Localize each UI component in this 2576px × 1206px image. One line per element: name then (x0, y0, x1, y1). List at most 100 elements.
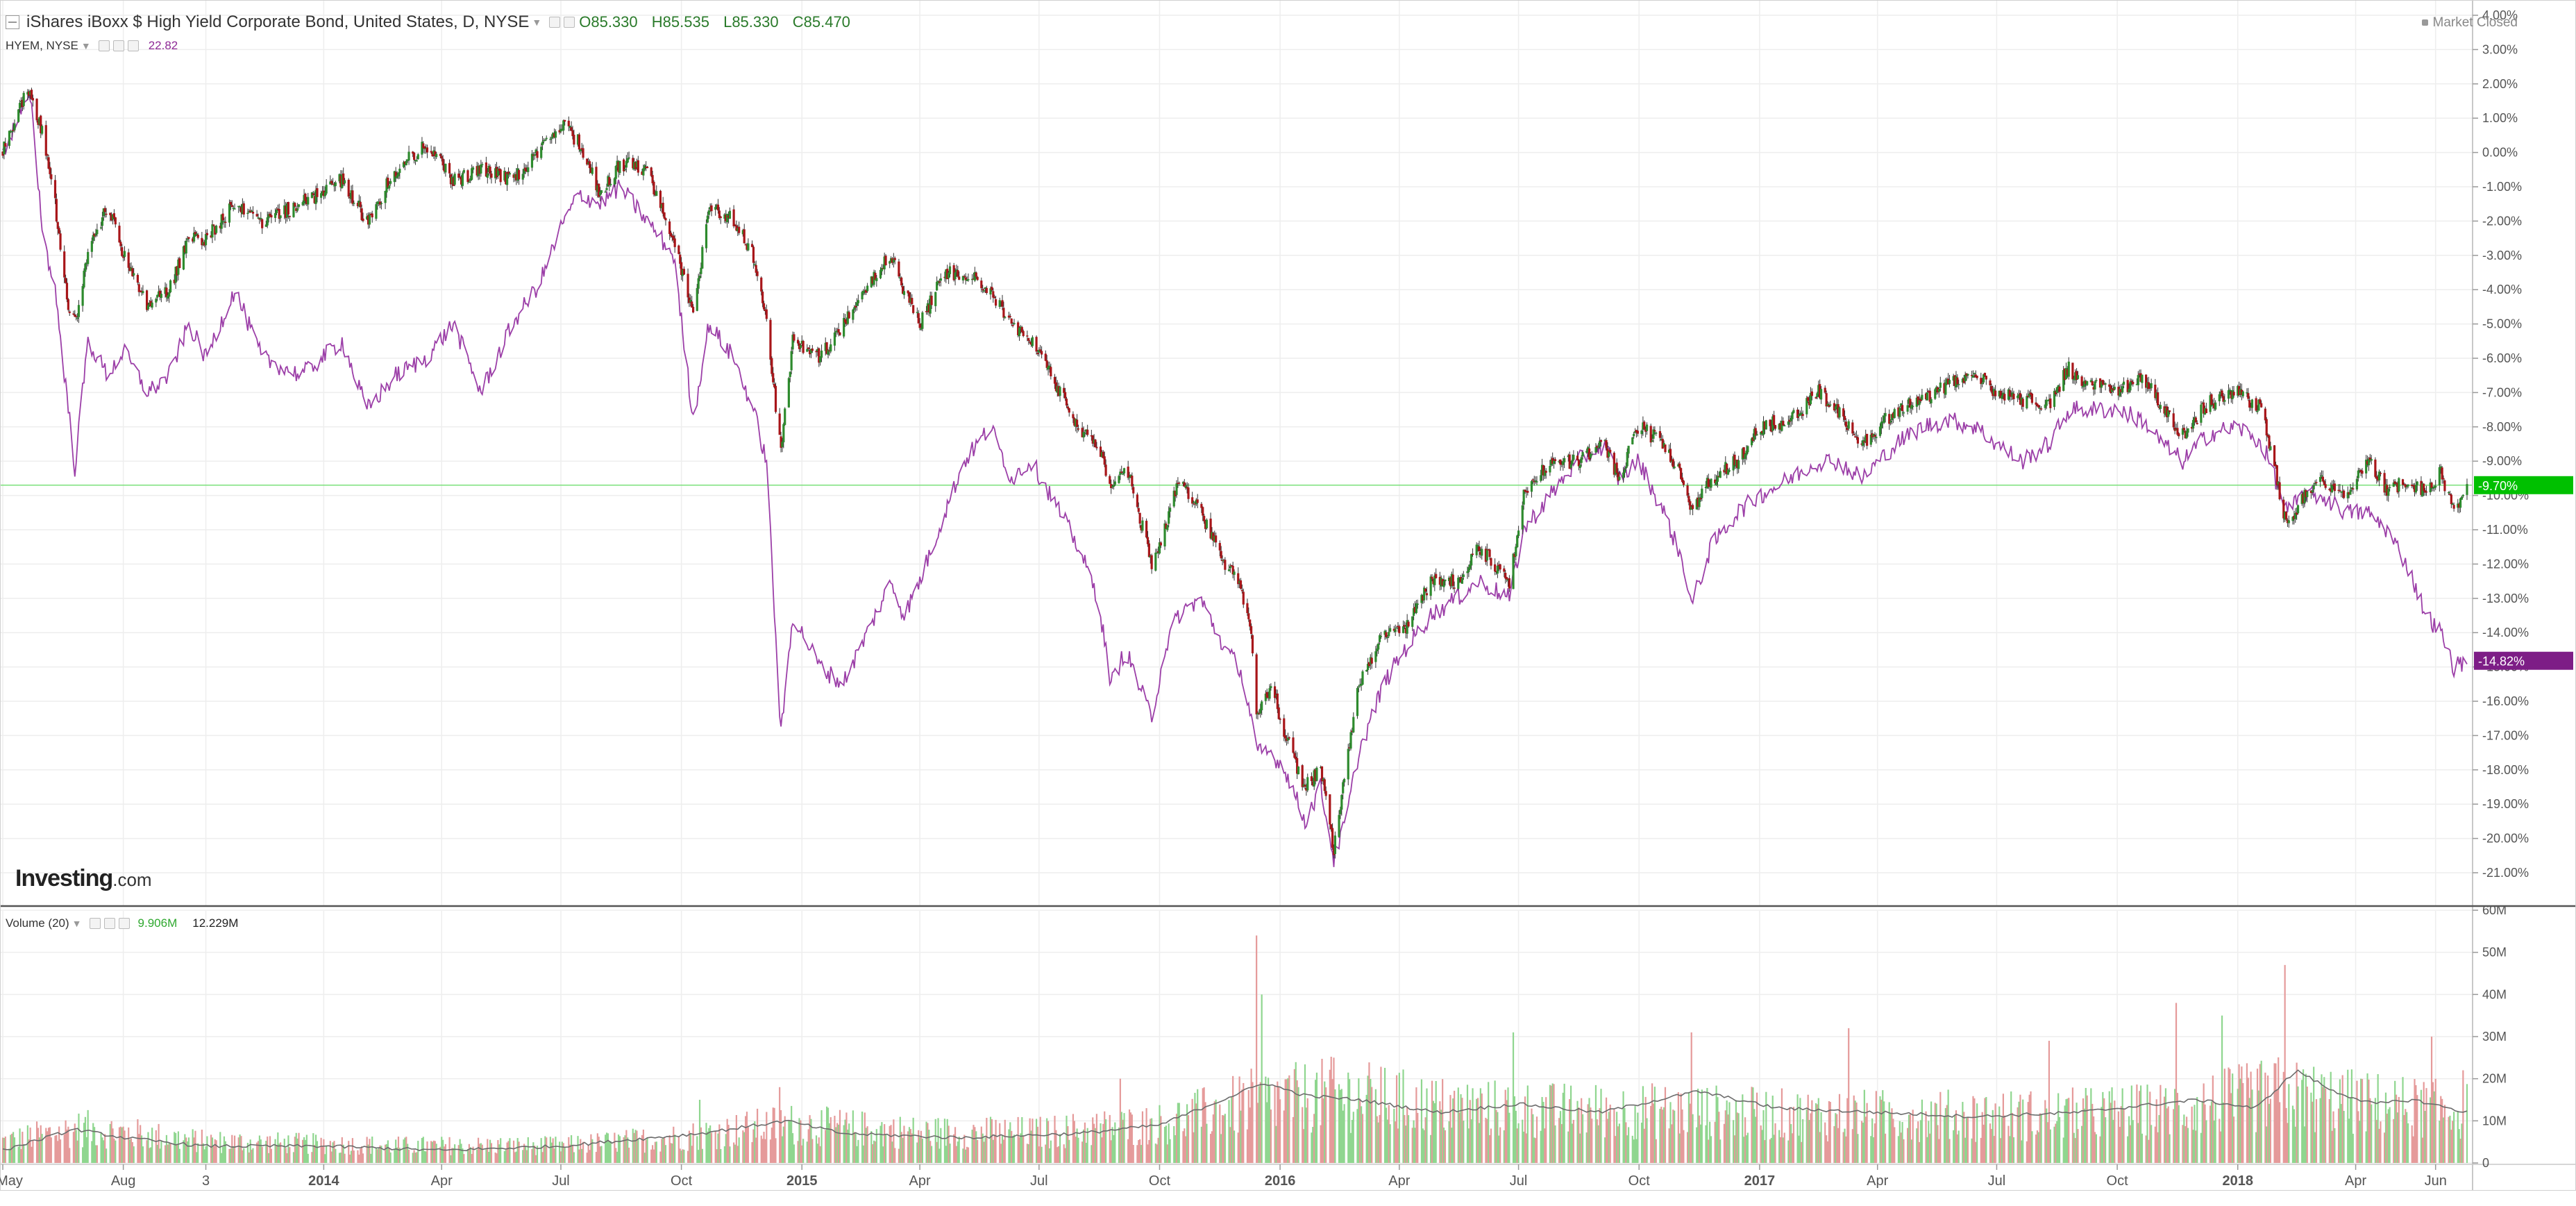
eye-icon[interactable] (103, 918, 115, 929)
candle-body (422, 143, 425, 149)
hyem-line (2, 90, 2468, 867)
volume-bar (845, 1112, 848, 1163)
candle-body (719, 216, 722, 218)
volume-bar (1744, 1117, 1746, 1163)
candle-body (1348, 747, 1351, 748)
volume-bar (1909, 1114, 1911, 1163)
candle-body (1967, 374, 1969, 376)
candle-body (1424, 588, 1427, 592)
volume-bar (1930, 1101, 1933, 1163)
volume-bar (1470, 1119, 1472, 1163)
candle-body (1450, 573, 1453, 587)
volume-bar (1488, 1134, 1491, 1163)
chevron-down-icon[interactable]: ▼ (81, 40, 91, 51)
volume-bar (1461, 1098, 1463, 1163)
volume-bar (1964, 1137, 1967, 1163)
candle-body (2154, 385, 2157, 399)
close-icon[interactable] (127, 40, 139, 51)
eye-icon[interactable] (564, 17, 575, 28)
candle-body (156, 294, 159, 298)
volume-bar (995, 1119, 997, 1163)
volume-bar (673, 1126, 675, 1163)
candle-body (1204, 521, 1207, 529)
candle-body (1952, 376, 1955, 381)
candle-body (669, 233, 673, 237)
volume-bar (22, 1132, 24, 1163)
candle-body (1672, 459, 1674, 467)
volume-bar (1314, 1080, 1317, 1163)
candle-body (72, 313, 75, 315)
volume-bar (2213, 1120, 2215, 1163)
candle-body (378, 201, 380, 203)
volume-bar (1442, 1128, 1445, 1163)
volume-bar (1463, 1121, 1465, 1163)
volume-bar (2210, 1101, 2213, 1163)
close-icon[interactable] (118, 918, 130, 929)
volume-bar (384, 1144, 387, 1163)
volume-bar (2055, 1123, 2057, 1163)
candle-body (1122, 468, 1126, 474)
candle-body (957, 270, 959, 277)
candle-body (787, 378, 790, 408)
volume-bar (2237, 1089, 2239, 1163)
volume-bar (1550, 1085, 1552, 1163)
volume-bar (1340, 1089, 1342, 1163)
volume-bar (679, 1148, 681, 1163)
candle-body (2255, 398, 2257, 411)
candle-body (920, 328, 923, 330)
candle-body (146, 290, 149, 310)
volume-bar (1948, 1139, 1951, 1163)
volume-bar (38, 1137, 40, 1163)
volume-bar (1963, 1112, 1965, 1163)
volume-bar (1219, 1104, 1221, 1163)
chevron-down-icon[interactable]: ▼ (71, 918, 82, 929)
volume-bar (662, 1138, 664, 1163)
volume-bar (1104, 1111, 1106, 1163)
volume-bar (1662, 1109, 1664, 1163)
candle-body (632, 158, 634, 169)
candle-body (1585, 451, 1588, 453)
price-tick-label: -21.00% (2482, 866, 2529, 880)
volume-bar (47, 1131, 49, 1163)
settings-icon[interactable] (98, 40, 110, 51)
collapse-icon[interactable] (6, 15, 19, 29)
volume-bar (891, 1141, 893, 1163)
candle-body (1394, 629, 1397, 633)
candle-body (168, 292, 171, 297)
candle-body (1874, 435, 1876, 437)
candle-body (975, 272, 977, 277)
volume-bar (54, 1135, 56, 1163)
volume-bar (872, 1144, 874, 1163)
chevron-down-icon[interactable]: ▼ (532, 17, 542, 28)
candle-body (1459, 577, 1463, 583)
candle-body (2026, 396, 2028, 409)
volume-bar (369, 1139, 371, 1163)
volume-bar (69, 1148, 71, 1163)
candle-body (2017, 395, 2019, 399)
candle-body (2359, 469, 2362, 473)
volume-bar (1525, 1133, 1528, 1163)
candle-body (2030, 393, 2034, 403)
volume-bar (442, 1139, 444, 1163)
volume-bar (1288, 1075, 1290, 1163)
price-tick-label: -20.00% (2482, 832, 2529, 846)
candle-body (582, 148, 584, 158)
candle-body (1779, 423, 1782, 430)
candle-body (1251, 635, 1254, 653)
volume-bar (1415, 1087, 1417, 1163)
price-tick-label: -2.00% (2482, 214, 2522, 228)
volume-bar (84, 1116, 86, 1163)
settings-icon[interactable] (89, 918, 101, 929)
compare-value: 22.82 (148, 39, 178, 52)
settings-icon[interactable] (549, 17, 561, 28)
volume-bar (1835, 1113, 1837, 1163)
volume-bar (1628, 1127, 1630, 1163)
eye-icon[interactable] (112, 40, 124, 51)
candle-body (2007, 389, 2010, 400)
volume-bar (2430, 1097, 2432, 1163)
volume-bar (2178, 1105, 2180, 1163)
volume-bar (1771, 1096, 1774, 1163)
volume-bar (2119, 1127, 2121, 1163)
volume-bar (2412, 1136, 2414, 1163)
